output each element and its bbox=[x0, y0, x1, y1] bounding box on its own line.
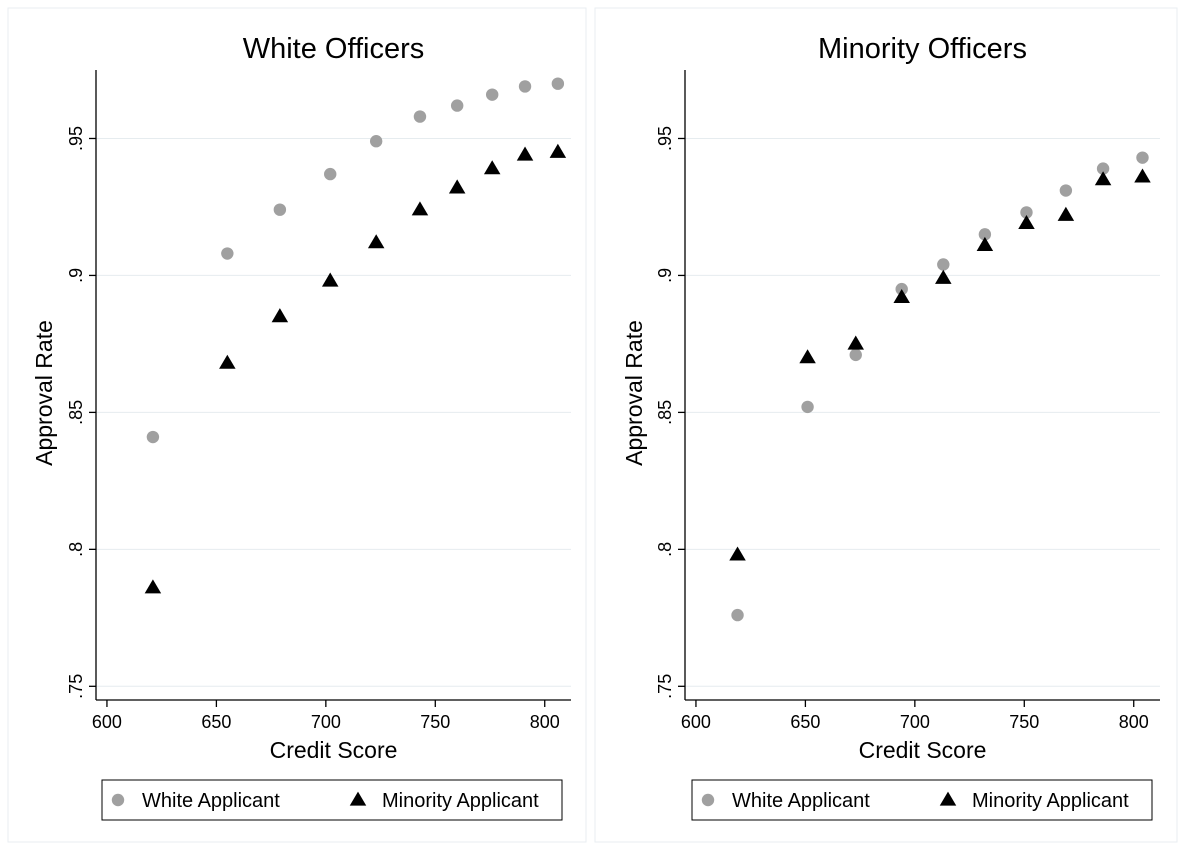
legend-marker-circle bbox=[111, 793, 125, 807]
series-1 bbox=[146, 77, 565, 444]
series-1 bbox=[731, 151, 1149, 622]
data-point-circle bbox=[518, 80, 532, 93]
y-tick-label: .8 bbox=[66, 542, 86, 557]
data-point-circle bbox=[731, 608, 744, 622]
data-point-circle bbox=[937, 258, 950, 271]
data-point-circle bbox=[485, 88, 499, 101]
legend-label: White Applicant bbox=[732, 790, 870, 812]
data-point-triangle bbox=[729, 546, 746, 561]
x-tick-label: 600 bbox=[681, 712, 711, 732]
data-point-triangle bbox=[847, 335, 864, 350]
data-point-triangle bbox=[321, 272, 339, 287]
legend: White Applicant Minority Applicant bbox=[101, 779, 563, 821]
data-point-triangle bbox=[1094, 171, 1112, 186]
data-point-triangle bbox=[271, 308, 289, 323]
legend-marker-circle bbox=[701, 793, 715, 807]
legend-marker-triangle bbox=[939, 791, 957, 806]
chart-title: White Officers bbox=[243, 33, 425, 65]
data-point-triangle bbox=[799, 349, 816, 364]
panel-frame bbox=[594, 7, 1178, 843]
x-tick-label: 750 bbox=[1009, 712, 1039, 732]
legend-label: Minority Applicant bbox=[382, 790, 539, 812]
data-point-circle bbox=[1059, 184, 1073, 197]
data-point-circle bbox=[978, 228, 992, 241]
y-tick-label: .85 bbox=[655, 400, 675, 425]
data-point-circle bbox=[221, 247, 234, 260]
legend-marker-triangle bbox=[349, 791, 367, 806]
data-point-circle bbox=[146, 430, 160, 444]
x-tick-label: 600 bbox=[92, 712, 122, 732]
legend: White Applicant Minority Applicant bbox=[691, 779, 1153, 821]
data-point-triangle bbox=[1134, 168, 1151, 183]
y-axis-title: Approval Rate bbox=[621, 320, 647, 466]
data-point-triangle bbox=[1018, 215, 1035, 230]
data-point-circle bbox=[849, 348, 862, 362]
data-point-circle bbox=[1020, 206, 1033, 219]
data-point-circle bbox=[369, 135, 383, 148]
legend-label: Minority Applicant bbox=[972, 790, 1129, 812]
data-point-triangle bbox=[483, 160, 501, 175]
series-2 bbox=[729, 168, 1151, 561]
data-point-triangle bbox=[1057, 206, 1075, 221]
legend-label: White Applicant bbox=[142, 790, 280, 812]
x-tick-label: 700 bbox=[900, 712, 930, 732]
x-axis-title: Credit Score bbox=[270, 737, 398, 763]
y-tick-label: .8 bbox=[655, 542, 675, 557]
y-tick-label: .9 bbox=[66, 268, 86, 283]
data-point-circle bbox=[1136, 151, 1149, 164]
y-tick-label: .95 bbox=[655, 126, 675, 151]
data-point-triangle bbox=[411, 201, 429, 216]
data-point-triangle bbox=[448, 179, 466, 194]
data-point-circle bbox=[450, 99, 464, 112]
x-tick-label: 800 bbox=[530, 712, 560, 732]
y-tick-label: .9 bbox=[655, 268, 675, 283]
data-point-circle bbox=[324, 167, 337, 181]
x-tick-label: 800 bbox=[1119, 712, 1149, 732]
legend-box bbox=[691, 779, 1153, 821]
data-point-triangle bbox=[144, 579, 162, 594]
data-point-circle bbox=[551, 77, 565, 90]
panel-frame bbox=[7, 7, 587, 843]
chart-panel-1: .75 .8 .85 .9 .95 600 650 700 750 800 White Office… bbox=[7, 7, 587, 843]
data-point-triangle bbox=[516, 146, 534, 161]
data-point-circle bbox=[413, 110, 427, 123]
chart-title: Minority Officers bbox=[818, 33, 1027, 65]
y-tick-label: .75 bbox=[655, 674, 675, 699]
y-tick-label: .85 bbox=[66, 400, 86, 425]
data-point-triangle bbox=[935, 269, 952, 284]
chart-panel-2: .75 .8 .85 .9 .95 600 650 700 750 800 Minority Off… bbox=[594, 7, 1178, 843]
x-tick-label: 650 bbox=[201, 712, 231, 732]
data-point-triangle bbox=[976, 236, 994, 251]
legend-box bbox=[101, 779, 563, 821]
x-tick-label: 750 bbox=[420, 712, 450, 732]
data-point-triangle bbox=[549, 143, 567, 158]
data-point-triangle bbox=[893, 288, 910, 304]
data-point-triangle bbox=[367, 234, 385, 249]
y-axis-title: Approval Rate bbox=[31, 320, 57, 466]
x-axis-title: Credit Score bbox=[859, 737, 987, 763]
data-point-circle bbox=[273, 203, 287, 216]
y-tick-label: .75 bbox=[66, 674, 86, 699]
data-point-circle bbox=[1096, 162, 1110, 175]
x-tick-label: 700 bbox=[311, 712, 341, 732]
data-point-triangle bbox=[219, 354, 236, 369]
y-tick-label: .95 bbox=[66, 126, 86, 151]
data-point-circle bbox=[801, 400, 814, 414]
x-tick-label: 650 bbox=[790, 712, 820, 732]
series-2 bbox=[144, 143, 567, 594]
